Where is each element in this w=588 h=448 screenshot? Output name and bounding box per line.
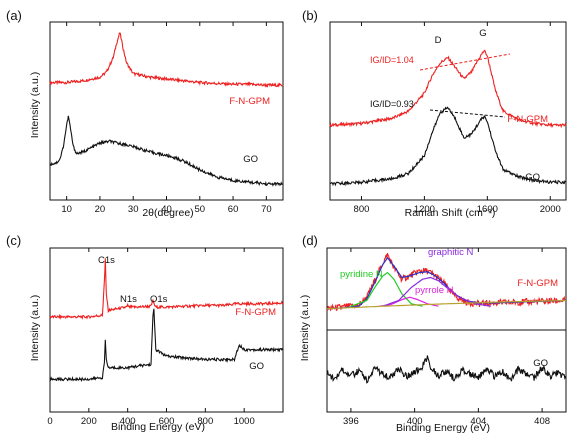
x-tick-label-a: 30: [128, 204, 139, 215]
x-tick-label-c: 800: [197, 416, 213, 427]
y-axis-label-c: Intensity (a.u.): [29, 295, 41, 362]
peak-label-n1s: N1s: [120, 294, 137, 305]
x-tick-label-c: 600: [159, 416, 175, 427]
series-line-pyridine-n-d: [350, 271, 423, 307]
peak-label-g: G: [479, 28, 486, 39]
panel-label-d: (d): [302, 233, 318, 248]
plot-area-a: 10 20 30 40 50 60 70: [49, 21, 284, 215]
plot-area-d: 396 400 404 408: [326, 247, 567, 427]
y-axis-label-a: Intensity (a.u.): [29, 72, 41, 139]
x-axis-label-d: Binding Energy (eV): [396, 422, 490, 434]
series-label-go-c: GO: [249, 361, 264, 372]
x-tick-label-d: 404: [470, 416, 486, 427]
x-axis-label-b: Raman Shift (cm⁻¹): [405, 207, 496, 219]
x-tick-label-b: 1600: [477, 204, 498, 215]
peak-label-c1s: C1s: [98, 255, 115, 266]
peak-label-o1s: O1s: [150, 294, 168, 305]
x-tick-label-a: 10: [61, 204, 72, 215]
series-label-go-b: GO: [525, 172, 540, 183]
series-line-go-c: [49, 308, 284, 383]
x-axis-label-c: Binding Energy (eV): [111, 421, 205, 433]
axis-frame-b: [329, 21, 567, 201]
series-line-f-n-gpm-a: [49, 32, 284, 88]
component-label-pyrrole: pyrrole N: [415, 285, 454, 296]
series-label-fngpm-c: F-N-GPM: [235, 307, 276, 318]
peak-label-d: D: [435, 35, 442, 46]
y-axis-label-d: Intensity (a.u.): [299, 295, 311, 362]
guide-line-fngpm: [419, 53, 511, 71]
x-tick-label-a: 20: [95, 204, 106, 215]
series-label-go-d: GO: [533, 358, 548, 369]
x-tick-label-b: 800: [354, 204, 370, 215]
x-tick-label-b: 1200: [414, 204, 435, 215]
x-tick-label-c: 1000: [234, 416, 255, 427]
series-line-go-b: [329, 106, 567, 187]
component-label-graphitic: graphitic N: [428, 247, 474, 258]
panel-label-a: (a): [6, 8, 22, 23]
series-label-go-a: GO: [243, 154, 258, 165]
x-tick-label-d: 396: [343, 416, 359, 427]
x-axis-label-a: 2θ(degree): [142, 207, 193, 219]
series-line-f-n-gpm-c: [49, 258, 284, 320]
series-label-fngpm-b: F-N-GPM: [507, 114, 548, 125]
x-tick-label-a: 70: [261, 204, 272, 215]
guide-line-go: [429, 109, 506, 118]
series-line-go-d: [326, 355, 567, 384]
series-label-fngpm-a: F-N-GPM: [229, 96, 270, 107]
x-tick-label-d: 408: [534, 416, 550, 427]
panel-d: (d) Intensity (a.u.) 396 400 404 408 Bindin…: [299, 233, 567, 434]
component-label-pyridine: pyridine N: [340, 269, 383, 280]
plot-area-b: 800 1200 1600 2000: [329, 21, 567, 215]
x-tick-label-a: 50: [194, 204, 205, 215]
series-line-go-a: [49, 115, 284, 187]
x-tick-label-b: 2000: [540, 204, 561, 215]
panel-label-c: (c): [6, 233, 21, 248]
plot-area-c: 0 200 400 600 800 1000: [47, 247, 284, 427]
axis-frame-c: [49, 247, 284, 413]
panel-c: (c) Intensity (a.u.) 0 200 400 600 800 1000 B…: [6, 233, 284, 433]
series-line-f-n-gpm-b: [329, 49, 567, 129]
x-tick-label-d: 400: [407, 416, 423, 427]
series-line-baseline-d: [326, 299, 566, 310]
x-tick-label-a: 60: [228, 204, 239, 215]
x-tick-label-c: 200: [81, 416, 97, 427]
x-tick-label-c: 400: [120, 416, 136, 427]
series-label-fngpm-d: F-N-GPM: [517, 278, 558, 289]
panel-b: (b) 800 1200 1600 2000 Raman Shift (cm⁻¹) D…: [302, 8, 567, 219]
ratio-label-fngpm: IG/ID=1.04: [370, 55, 414, 65]
panel-label-b: (b): [302, 8, 318, 23]
panel-a: (a) Intensity (a.u.) 10 20 30 40 50 60 70 2θ(d…: [6, 8, 284, 219]
ratio-label-go: IG/ID=0.93: [370, 99, 414, 109]
x-tick-label-a: 40: [161, 204, 172, 215]
axis-frame-a: [49, 21, 284, 201]
x-tick-label-c: 0: [47, 416, 52, 427]
